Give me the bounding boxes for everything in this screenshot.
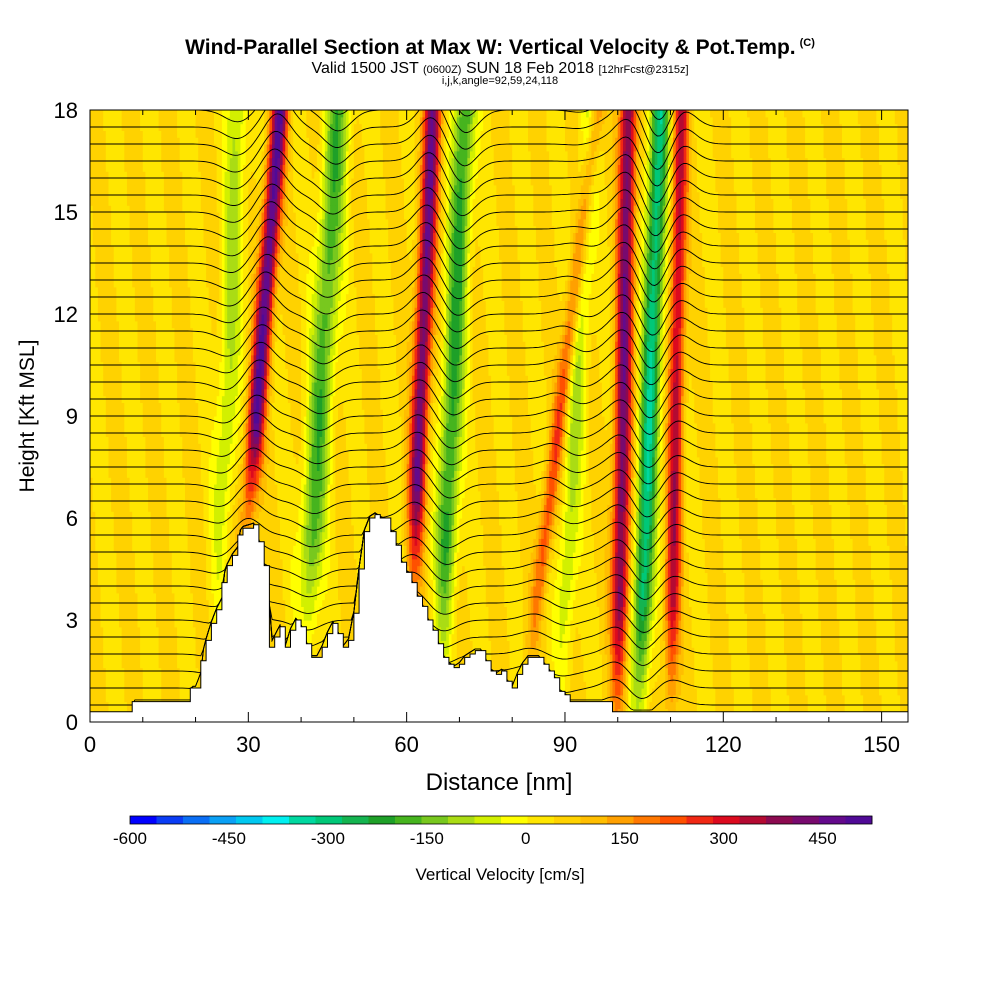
velocity-cell <box>98 103 101 110</box>
velocity-cell <box>95 103 98 110</box>
velocity-cell <box>90 103 93 110</box>
cross-section-chart: 0 30 60 90 120 150 0369121518 Distance [nm] H… <box>0 0 1000 1000</box>
velocity-cell <box>114 103 117 110</box>
velocity-cell <box>119 103 122 110</box>
velocity-cell <box>122 103 125 110</box>
velocity-cell <box>93 103 96 110</box>
velocity-cell <box>106 103 109 110</box>
velocity-cell <box>103 103 106 110</box>
velocity-cell <box>116 103 119 110</box>
velocity-cell <box>124 103 127 110</box>
velocity-cell <box>101 103 104 110</box>
velocity-cell <box>111 103 114 110</box>
velocity-cell <box>108 103 111 110</box>
velocity-cell <box>127 103 130 110</box>
